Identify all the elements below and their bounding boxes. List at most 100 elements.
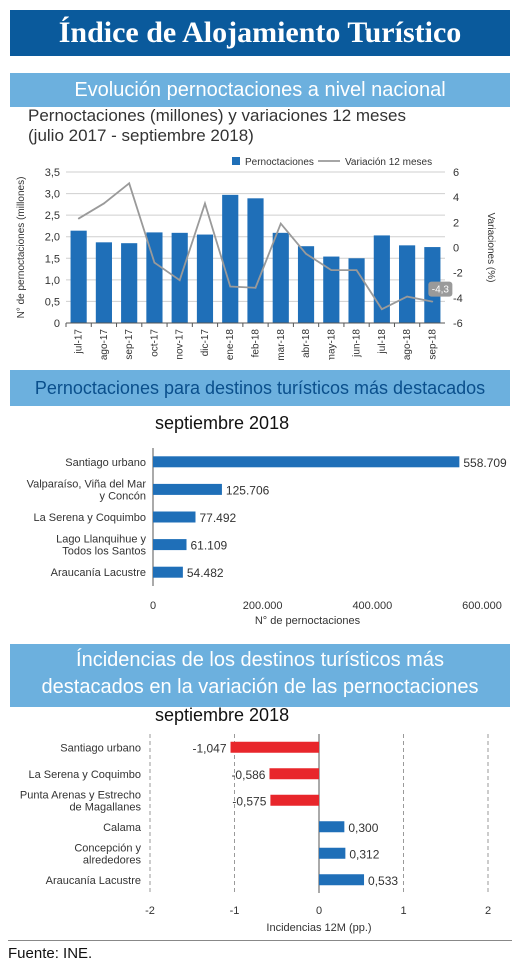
line-point: [355, 269, 358, 271]
y-tick-label: 2,0: [45, 232, 60, 244]
bar-incidencia-negativa: [269, 768, 319, 780]
y2-tick-label: 0: [453, 243, 459, 255]
y-tick-label: 3,0: [45, 189, 60, 201]
x-tick-label: 600.000: [462, 600, 502, 612]
bar-incidencia-positiva: [319, 847, 346, 859]
bar-destino: [153, 539, 187, 551]
bar-pernoctaciones: [70, 230, 87, 323]
x-tick-label: abr-18: [301, 329, 312, 358]
footer-divider: [8, 940, 512, 941]
category-label: de Magallanes: [69, 801, 141, 813]
y2-axis-title: Variaciones (%): [485, 213, 496, 283]
chart3-period: septiembre 2018: [155, 705, 290, 725]
chart-incidencias: -2 -1 0 1 2 -1,047 Santiago urbano -0,586 La Ser…: [20, 734, 491, 934]
line-point: [279, 222, 282, 225]
x-tick-label: 200.000: [243, 600, 283, 612]
line-point: [204, 202, 206, 205]
y2-tick-label: 4: [453, 192, 459, 204]
bar-pernoctaciones: [348, 258, 365, 323]
y2-tick-label: 2: [453, 217, 459, 229]
legend-swatch-bar: [232, 157, 240, 165]
last-value-tag: [428, 281, 453, 297]
category-label: Concepción y: [74, 842, 141, 854]
line-point: [229, 285, 232, 288]
x-tick-label: feb-18: [251, 329, 262, 358]
category-label: Calama: [103, 822, 142, 834]
bar-incidencia-positiva: [319, 821, 345, 833]
x-tick-label: sep-18: [427, 329, 438, 360]
x-tick-label: may-18: [326, 329, 337, 360]
bar-pernoctaciones: [196, 234, 214, 323]
x-tick-label: 1: [400, 905, 406, 917]
y2-tick-label: -6: [453, 318, 463, 330]
x-tick-label: -1: [230, 905, 240, 917]
y-tick-label: 1,5: [45, 253, 60, 265]
bar-pernoctaciones: [399, 245, 416, 323]
x-tick-label: ago-17: [99, 329, 110, 360]
category-label: Araucanía Lacustre: [46, 875, 141, 887]
x-axis-title: Incidencias 12M (pp.): [266, 922, 371, 934]
line-point: [77, 217, 80, 220]
bar-value-label: 61.109: [191, 539, 228, 553]
page-title: Índice de Alojamiento Turístico: [10, 10, 510, 56]
source-note: Fuente: INE.: [8, 945, 93, 962]
category-label: Todos los Santos: [62, 546, 146, 558]
bar-incidencia-positiva: [319, 874, 365, 886]
y-tick-label: 0: [54, 318, 60, 330]
section-evolucion-header: Evolución pernoctaciones a nivel naciona…: [10, 73, 510, 107]
x-tick-label: -2: [145, 905, 155, 917]
bar-destino: [153, 456, 460, 468]
bar-pernoctaciones: [323, 256, 340, 323]
category-label: La Serena y Coquimbo: [33, 512, 146, 524]
category-label: La Serena y Coquimbo: [28, 769, 141, 781]
bar-value-label: 0,533: [368, 874, 398, 888]
bar-value-label: 77.492: [199, 511, 236, 525]
category-label: Punta Arenas y Estrecho: [20, 789, 141, 801]
x-tick-label: ene-18: [225, 329, 236, 360]
bar-pernoctaciones: [222, 194, 239, 323]
line-point: [178, 279, 181, 282]
bar-value-label: 125.706: [226, 483, 270, 497]
category-label: Valparaíso, Viña del Mar: [27, 478, 147, 490]
section-incidencias-line2: destacados en la variación de las pernoc…: [41, 676, 479, 698]
category-label: Santiago urbano: [60, 742, 141, 754]
bar-pernoctaciones: [146, 232, 163, 323]
y-tick-label: 3,5: [45, 167, 60, 179]
bar-value-label: -0,586: [231, 768, 265, 782]
bar-pernoctaciones: [272, 232, 289, 323]
x-tick-label: oct-17: [149, 329, 160, 357]
chart1-period: (julio 2017 - septiembre 2018): [28, 126, 254, 145]
x-tick-label: 400.000: [352, 600, 392, 612]
chart-pernoctaciones-evolucion: 0 0,5 1,0 1,5 2,0 2,5 3,0 3,5 -6 -4 -2 0 2 4 6 N° de pe…: [16, 157, 496, 360]
bar-incidencia-negativa: [230, 741, 319, 753]
bar-incidencia-negativa: [270, 794, 319, 806]
bar-value-label: -0,575: [232, 794, 266, 808]
legend-label-line: Variación 12 meses: [345, 157, 432, 168]
category-label: Lago Llanquihue y: [56, 534, 146, 546]
x-tick-label: nov-17: [175, 329, 186, 360]
y-axis-title: N° de pernoctaciones (millones): [16, 177, 27, 319]
x-tick-label: dic-17: [200, 329, 211, 357]
x-tick-label: 0: [316, 905, 322, 917]
bar-pernoctaciones: [297, 246, 315, 323]
line-point: [254, 286, 257, 289]
x-tick-label: jun-18: [352, 329, 363, 358]
y2-tick-label: -2: [453, 268, 463, 280]
category-label: Araucanía Lacustre: [51, 567, 146, 579]
bar-pernoctaciones: [247, 198, 264, 323]
section-destinos-header: Pernoctaciones para destinos turísticos …: [10, 370, 510, 406]
bar-value-label: 54.482: [187, 566, 224, 580]
bar-destino: [153, 511, 196, 523]
line-point: [431, 300, 434, 303]
y2-tick-label: 6: [453, 167, 459, 179]
bar-pernoctaciones: [121, 243, 138, 323]
x-axis-title: N° de pernoctaciones: [255, 615, 361, 627]
category-label: Santiago urbano: [65, 457, 146, 469]
bar-destino: [153, 483, 222, 495]
x-tick-label: jul-17: [74, 329, 85, 355]
section-incidencias-header: Íncidencias de los destinos turísticos m…: [10, 644, 510, 707]
category-label: y Concón: [100, 490, 146, 502]
bar-destino: [153, 566, 183, 578]
line-point: [103, 202, 105, 205]
x-tick-label: 0: [150, 600, 156, 612]
